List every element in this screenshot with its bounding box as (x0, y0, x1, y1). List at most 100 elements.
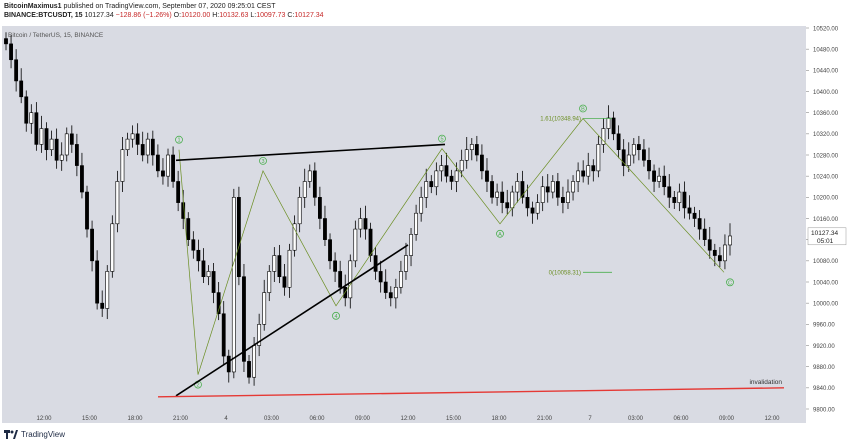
x-tick-label: 7 (588, 416, 592, 422)
candle-body (49, 138, 54, 151)
candle-body (242, 276, 246, 362)
candle-body (636, 144, 641, 151)
candle-body (262, 292, 267, 325)
candle-body (616, 133, 621, 151)
candles-group (4, 32, 732, 386)
candle-body (687, 207, 692, 214)
candle-body (434, 170, 439, 188)
high-value: 10132.63 (219, 12, 249, 19)
candle-body (469, 144, 474, 151)
y-tick-label: 10040.00 (813, 280, 839, 286)
tradingview-footer: TradingView (4, 430, 65, 439)
wave-marker (175, 135, 183, 144)
candle-body (576, 170, 581, 182)
symbol-label: BINANCE:BTCUSDT, 15 (4, 12, 83, 19)
candle-body (368, 228, 373, 256)
y-tick-label: 10360.00 (813, 111, 839, 117)
price-chart[interactable]: Bitcoin / TetherUS, 15, BINANCE 10520.00 1… (0, 24, 850, 428)
y-tick-label: 10200.00 (813, 196, 839, 202)
candle-body (404, 255, 408, 272)
lower-trendline (175, 244, 409, 397)
y-tick-label: 10480.00 (813, 47, 839, 53)
header-line-2: BINANCE:BTCUSDT, 15 10127.34 −128.86 (−1… (4, 11, 324, 20)
candle-body (454, 170, 459, 182)
candle-body (525, 197, 530, 209)
candle-body (74, 144, 79, 166)
candle-body (500, 191, 505, 203)
candle-body (702, 228, 707, 240)
y-tick-label: 10280.00 (813, 153, 839, 159)
candle-body (717, 255, 722, 262)
candle-body (287, 249, 292, 288)
candle-body (647, 159, 651, 172)
candle-body (510, 191, 515, 209)
candle-body (161, 170, 165, 177)
y-tick-label: 10080.00 (813, 259, 839, 265)
candle-body (216, 292, 221, 315)
y-tick-label: 10400.00 (813, 90, 839, 96)
candle-body (399, 271, 403, 288)
x-tick-label: 06:00 (673, 416, 689, 422)
candle-body (631, 144, 636, 156)
x-tick-label: 18:00 (491, 416, 507, 422)
candle-body (186, 218, 191, 240)
candle-body (95, 260, 100, 304)
last-price-box (807, 227, 847, 246)
candle-body (515, 181, 520, 193)
low-label: L: (250, 12, 257, 19)
candle-body (302, 181, 307, 198)
candle-body (85, 191, 89, 230)
candle-body (323, 218, 327, 240)
candle-body (393, 286, 398, 299)
candle-body (545, 186, 550, 193)
candle-body (90, 228, 94, 262)
candle-body (267, 271, 272, 293)
candle-body (591, 165, 596, 172)
y-tick-label: 10520.00 (813, 26, 839, 32)
wave-label: 1 (177, 138, 180, 144)
candle-body (535, 202, 540, 214)
candle-body (373, 255, 378, 272)
candle-body (566, 191, 570, 203)
candle-body (485, 170, 489, 182)
y-tick-label: 9960.00 (813, 323, 835, 329)
wave-path (178, 117, 725, 375)
candle-body (29, 112, 34, 124)
candle-body (105, 271, 110, 309)
candle-body (692, 212, 697, 219)
x-tick-label: 21:00 (537, 416, 553, 422)
x-tick-label: 15:00 (446, 416, 462, 422)
fib-0-label: 0(10058.31) (549, 270, 581, 276)
low-value: 10097.73 (256, 12, 286, 19)
candle-body (196, 249, 201, 262)
y-tick-label: 10440.00 (813, 69, 839, 75)
y-tick-label: 9880.00 (813, 365, 835, 371)
wave-marker (332, 311, 340, 320)
candle-body (135, 133, 140, 145)
wave-label: C (728, 280, 732, 286)
candle-body (424, 181, 429, 198)
wave-label: A (498, 232, 502, 238)
candle-body (672, 197, 677, 203)
candle-body (19, 80, 24, 98)
candle-body (586, 165, 591, 177)
y-tick-label: 10320.00 (813, 132, 839, 138)
candle-body (682, 191, 687, 209)
x-tick-label: 06:00 (309, 416, 325, 422)
candle-body (24, 96, 29, 124)
candle-body (140, 144, 145, 156)
price-axis-background (806, 26, 850, 423)
plot-background (2, 26, 806, 423)
candle-body (474, 144, 479, 156)
candle-body (9, 43, 13, 61)
candle-body (555, 181, 560, 198)
candle-body (383, 281, 388, 293)
candle-body (69, 133, 74, 145)
x-tick-label: 12:00 (400, 416, 416, 422)
candle-body (312, 170, 317, 198)
x-tick-label: 21:00 (173, 416, 189, 422)
wave-marker (496, 229, 504, 238)
candle-body (14, 59, 19, 82)
candle-body (247, 361, 251, 378)
candle-body (252, 345, 256, 378)
